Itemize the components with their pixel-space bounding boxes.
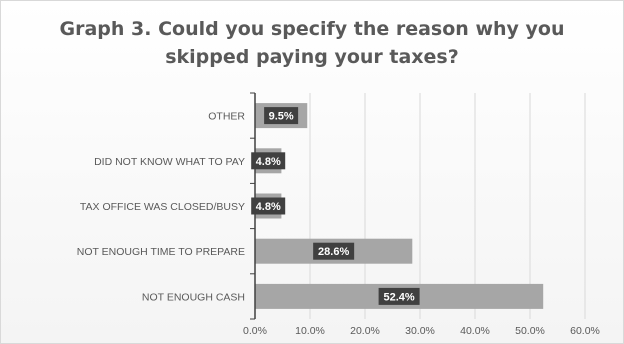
category-label: DID NOT KNOW WHAT TO PAY <box>94 156 245 168</box>
data-label: 28.6% <box>318 246 349 258</box>
data-label: 52.4% <box>383 291 414 303</box>
category-label: NOT ENOUGH TIME TO PREPARE <box>77 246 245 258</box>
category-label: TAX OFFICE WAS CLOSED/BUSY <box>80 201 245 213</box>
category-label: NOT ENOUGH CASH <box>142 291 245 303</box>
x-tick-label: 10.0% <box>295 325 325 337</box>
data-label-box <box>251 152 286 170</box>
category-label: OTHER <box>208 111 245 123</box>
data-label-box <box>313 242 355 260</box>
x-tick-label: 40.0% <box>460 325 490 337</box>
data-label: 9.5% <box>269 111 294 123</box>
data-label: 4.8% <box>256 156 281 168</box>
x-tick-label: 30.0% <box>405 325 435 337</box>
chart-title: Graph 3. Could you specify the reason wh… <box>59 18 565 68</box>
data-label: 4.8% <box>256 201 281 213</box>
x-tick-label: 20.0% <box>350 325 380 337</box>
data-label-box <box>251 197 286 215</box>
x-tick-label: 0.0% <box>243 325 267 337</box>
data-label-box <box>378 287 420 305</box>
data-label-box <box>264 107 299 125</box>
x-tick-label: 60.0% <box>570 325 600 337</box>
x-tick-label: 50.0% <box>515 325 545 337</box>
